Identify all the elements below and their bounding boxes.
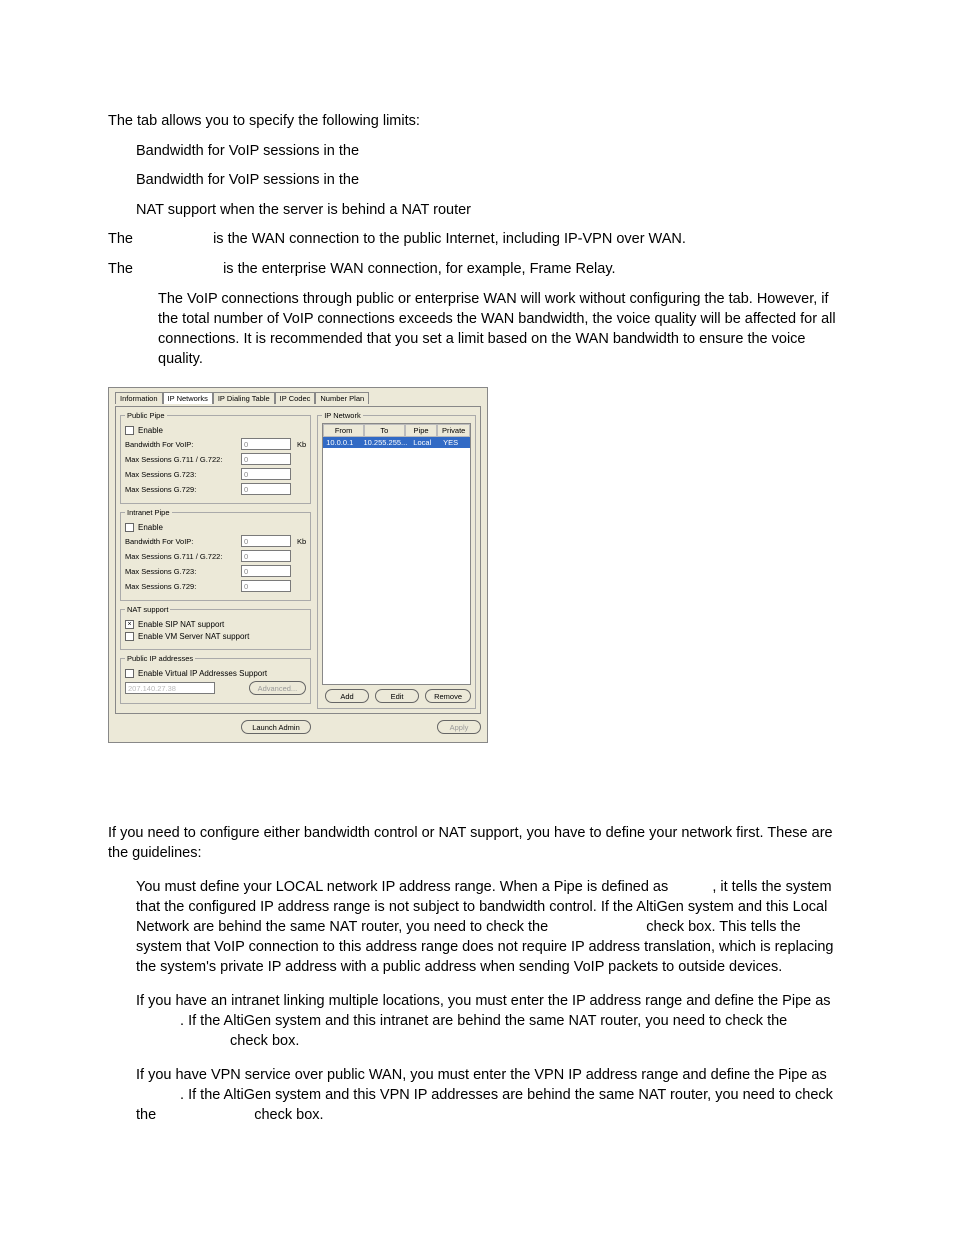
public-bw-label: Bandwidth For VoIP: xyxy=(125,440,237,449)
public-g729-label: Max Sessions G.729: xyxy=(125,485,237,494)
ip-networks-dialog: Information IP Networks IP Dialing Table… xyxy=(108,387,488,743)
table-row[interactable]: 10.0.0.1 10.255.255... Local YES xyxy=(323,437,470,448)
dialog-footer: Launch Admin Apply xyxy=(115,720,481,734)
col-pipe[interactable]: Pipe xyxy=(405,424,438,437)
intranet-enable-label: Enable xyxy=(138,523,163,532)
tab-ip-networks[interactable]: IP Networks xyxy=(163,392,213,404)
virtual-ip-label: Enable Virtual IP Addresses Support xyxy=(138,669,267,678)
public-pipe-group: Public Pipe Enable Bandwidth For VoIP: 0… xyxy=(120,411,311,504)
intranet-g723-field[interactable]: 0 xyxy=(241,565,291,577)
left-column: Public Pipe Enable Bandwidth For VoIP: 0… xyxy=(120,411,311,709)
intranet-g711-label: Max Sessions G.711 / G.722: xyxy=(125,552,237,561)
public-g723-field[interactable]: 0 xyxy=(241,468,291,480)
public-ip-legend: Public IP addresses xyxy=(125,654,195,663)
lower-p3: If you have an intranet linking multiple… xyxy=(136,991,846,1051)
launch-admin-button[interactable]: Launch Admin xyxy=(241,720,311,734)
intro-bullet-1: Bandwidth for VoIP sessions in the xyxy=(136,142,846,162)
nat-support-group: NAT support × Enable SIP NAT support Ena… xyxy=(120,605,311,650)
cell-to: 10.255.255... xyxy=(361,437,411,448)
public-g711-label: Max Sessions G.711 / G.722: xyxy=(125,455,237,464)
ip-network-legend: IP Network xyxy=(322,411,363,420)
vm-nat-checkbox[interactable] xyxy=(125,632,134,641)
dialog-body: Public Pipe Enable Bandwidth For VoIP: 0… xyxy=(115,406,481,714)
intranet-pipe-legend: Intranet Pipe xyxy=(125,508,172,517)
public-ip-group: Public IP addresses Enable Virtual IP Ad… xyxy=(120,654,311,704)
virtual-ip-checkbox[interactable] xyxy=(125,669,134,678)
intranet-enable-checkbox[interactable] xyxy=(125,523,134,532)
cell-from: 10.0.0.1 xyxy=(323,437,360,448)
col-private[interactable]: Private xyxy=(437,424,470,437)
cell-private: YES xyxy=(440,437,470,448)
sip-nat-label: Enable SIP NAT support xyxy=(138,620,224,629)
intro-line-1: The tab allows you to specify the follow… xyxy=(108,112,846,132)
intranet-pipe-group: Intranet Pipe Enable Bandwidth For VoIP:… xyxy=(120,508,311,601)
intro-line-2: The is the WAN connection to the public … xyxy=(108,230,846,250)
ip-network-table[interactable]: From To Pipe Private 10.0.0.1 10.255.255… xyxy=(322,423,471,685)
public-pipe-legend: Public Pipe xyxy=(125,411,167,420)
intro-bullet-3: NAT support when the server is behind a … xyxy=(136,201,846,221)
public-g729-field[interactable]: 0 xyxy=(241,483,291,495)
public-bw-field[interactable]: 0 xyxy=(241,438,291,450)
tab-ip-dialing-table[interactable]: IP Dialing Table xyxy=(213,392,275,404)
remove-button[interactable]: Remove xyxy=(425,689,471,703)
intro-line-3: The is the enterprise WAN connection, fo… xyxy=(108,260,846,280)
public-enable-label: Enable xyxy=(138,426,163,435)
add-button[interactable]: Add xyxy=(325,689,369,703)
intranet-bw-label: Bandwidth For VoIP: xyxy=(125,537,237,546)
lower-p2: You must define your LOCAL network IP ad… xyxy=(136,877,846,977)
intranet-g723-label: Max Sessions G.723: xyxy=(125,567,237,576)
public-enable-checkbox[interactable] xyxy=(125,426,134,435)
intro-note: The VoIP connections through public or e… xyxy=(158,289,846,369)
intro-bullet-2: Bandwidth for VoIP sessions in the xyxy=(136,171,846,191)
apply-button[interactable]: Apply xyxy=(437,720,481,734)
tab-strip: Information IP Networks IP Dialing Table… xyxy=(115,392,481,404)
public-ip-field[interactable]: 207.140.27.38 xyxy=(125,682,215,694)
advanced-button[interactable]: Advanced... xyxy=(249,681,307,695)
public-g723-label: Max Sessions G.723: xyxy=(125,470,237,479)
table-header: From To Pipe Private xyxy=(323,424,470,437)
lower-p1: If you need to configure either bandwidt… xyxy=(108,823,846,863)
intranet-bw-field[interactable]: 0 xyxy=(241,535,291,547)
intranet-g711-field[interactable]: 0 xyxy=(241,550,291,562)
page: The tab allows you to specify the follow… xyxy=(0,0,954,1199)
edit-button[interactable]: Edit xyxy=(375,689,419,703)
public-g711-field[interactable]: 0 xyxy=(241,453,291,465)
col-from[interactable]: From xyxy=(323,424,364,437)
right-column: IP Network From To Pipe Private 10.0.0.1… xyxy=(317,411,476,709)
lower-p4: If you have VPN service over public WAN,… xyxy=(136,1065,846,1125)
intranet-bw-unit: Kb xyxy=(297,537,306,546)
tab-information[interactable]: Information xyxy=(115,392,163,404)
intranet-g729-field[interactable]: 0 xyxy=(241,580,291,592)
col-to[interactable]: To xyxy=(364,424,405,437)
sip-nat-checkbox[interactable]: × xyxy=(125,620,134,629)
cell-pipe: Local xyxy=(410,437,440,448)
intranet-g729-label: Max Sessions G.729: xyxy=(125,582,237,591)
ip-network-group: IP Network From To Pipe Private 10.0.0.1… xyxy=(317,411,476,709)
nat-legend: NAT support xyxy=(125,605,170,614)
tab-number-plan[interactable]: Number Plan xyxy=(315,392,369,404)
vm-nat-label: Enable VM Server NAT support xyxy=(138,632,249,641)
tab-ip-codec[interactable]: IP Codec xyxy=(275,392,316,404)
public-bw-unit: Kb xyxy=(297,440,306,449)
